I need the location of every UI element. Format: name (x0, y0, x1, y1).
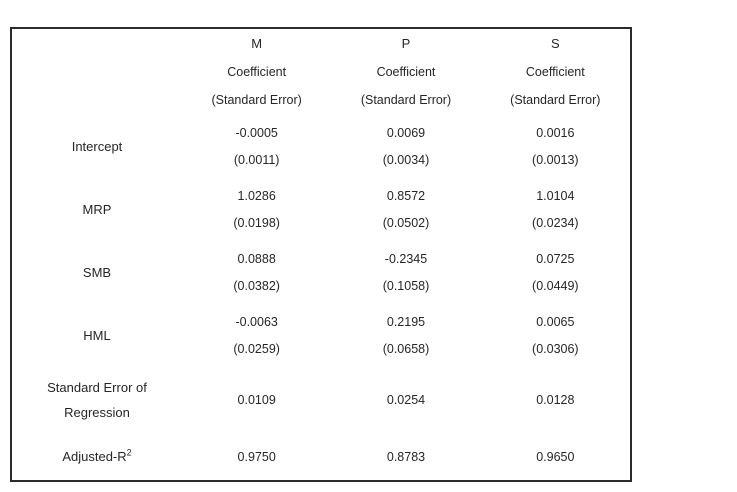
row-label-smb: SMB (82, 265, 112, 280)
standard-error-value: (0.0259) (233, 341, 280, 356)
table-row-mrp: MRP 1.0286 (0.0198) 0.8572 (0.0502) 1.01… (12, 178, 630, 241)
cell-intercept-m: -0.0005 (0.0011) (182, 115, 331, 178)
coefficient-value: 0.0016 (536, 125, 575, 140)
coefficient-value: 0.8572 (386, 188, 426, 203)
column-subtitle-coefficient: Coefficient (525, 65, 585, 79)
standard-error-value: (0.0306) (532, 341, 579, 356)
table-row-hml: HML -0.0063 (0.0259) 0.2195 (0.0658) 0.0… (12, 304, 630, 367)
coefficient-value: 0.0888 (237, 251, 276, 266)
cell-adjr2-p: 0.8783 (331, 433, 480, 480)
standard-error-value: (0.0658) (382, 341, 430, 356)
cell-mrp-m: 1.0286 (0.0198) (182, 178, 331, 241)
cell-ser-p: 0.0254 (331, 367, 480, 433)
summary-value: 0.9650 (536, 449, 575, 464)
row-label-hml: HML (83, 328, 111, 343)
row-label-text: Standard Error of Regression (47, 380, 147, 420)
cell-smb-m: 0.0888 (0.0382) (182, 241, 331, 304)
coefficient-value: 0.0069 (386, 125, 426, 140)
cell-ser-s: 0.0128 (481, 367, 630, 433)
cell-hml-p: 0.2195 (0.0658) (331, 304, 480, 367)
coefficient-value: 0.2195 (386, 314, 426, 329)
table-row-intercept: Intercept -0.0005 (0.0011) 0.0069 (0.003… (12, 115, 630, 178)
adjusted-r-label-superscript: 2 (126, 447, 132, 458)
column-header-p: P Coefficient (Standard Error) (331, 29, 480, 115)
standard-error-value: (0.1058) (382, 278, 430, 293)
standard-error-value: (0.0013) (532, 152, 579, 167)
standard-error-value: (0.0449) (532, 278, 579, 293)
coefficient-value: 0.0725 (536, 251, 575, 266)
cell-mrp-p: 0.8572 (0.0502) (331, 178, 480, 241)
cell-intercept-s: 0.0016 (0.0013) (481, 115, 630, 178)
cell-mrp-s: 1.0104 (0.0234) (481, 178, 630, 241)
column-subtitle-standard-error: (Standard Error) (510, 93, 601, 107)
standard-error-value: (0.0382) (233, 278, 280, 293)
coefficient-value: -0.0005 (235, 125, 278, 140)
standard-error-value: (0.0502) (382, 215, 430, 230)
row-label-intercept: Intercept (71, 139, 123, 154)
summary-value: 0.0109 (237, 393, 276, 407)
cell-smb-p: -0.2345 (0.1058) (331, 241, 480, 304)
cell-smb-s: 0.0725 (0.0449) (481, 241, 630, 304)
cell-adjr2-s: 0.9650 (481, 433, 630, 480)
coefficient-value: 1.0286 (237, 188, 276, 203)
column-subtitle-standard-error: (Standard Error) (360, 93, 452, 107)
standard-error-value: (0.0234) (532, 215, 579, 230)
table-row-adjusted-r2: Adjusted-R2 0.9750 0.8783 0.9650 (12, 433, 630, 480)
cell-hml-s: 0.0065 (0.0306) (481, 304, 630, 367)
row-label-text: Adjusted-R2 (62, 447, 132, 464)
standard-error-value: (0.0198) (233, 215, 280, 230)
coefficient-value: -0.0063 (235, 314, 278, 329)
table-row-standard-error-of-regression: Standard Error of Regression 0.0109 0.02… (12, 367, 630, 433)
summary-value: 0.9750 (237, 449, 276, 464)
summary-value: 0.0128 (536, 393, 575, 407)
coefficient-value: 0.0065 (536, 314, 575, 329)
standard-error-value: (0.0011) (233, 152, 280, 167)
column-group-label: S (550, 36, 560, 51)
cell-ser-m: 0.0109 (182, 367, 331, 433)
standard-error-value: (0.0034) (382, 152, 430, 167)
column-subtitle-coefficient: Coefficient (376, 65, 436, 79)
column-group-label: P (401, 36, 411, 51)
column-group-label: M (251, 36, 263, 51)
cell-hml-m: -0.0063 (0.0259) (182, 304, 331, 367)
cell-adjr2-m: 0.9750 (182, 433, 331, 480)
column-header-m: M Coefficient (Standard Error) (182, 29, 331, 115)
cell-intercept-p: 0.0069 (0.0034) (331, 115, 480, 178)
row-label-standard-error-of-regression: Standard Error of Regression (12, 367, 182, 433)
row-label-mrp: MRP (82, 202, 112, 217)
coefficient-value: 1.0104 (536, 188, 575, 203)
column-subtitle-coefficient: Coefficient (227, 65, 287, 79)
adjusted-r-label-base: Adjusted-R (62, 449, 127, 464)
row-label-adjusted-r2: Adjusted-R2 (12, 433, 182, 480)
regression-results-table: M Coefficient (Standard Error) P Coeffic… (10, 27, 632, 482)
summary-value: 0.0254 (386, 393, 426, 407)
summary-value: 0.8783 (386, 449, 426, 464)
table-row-smb: SMB 0.0888 (0.0382) -0.2345 (0.1058) 0.0… (12, 241, 630, 304)
header-empty-cell (12, 29, 182, 115)
column-subtitle-standard-error: (Standard Error) (211, 93, 302, 107)
column-header-s: S Coefficient (Standard Error) (481, 29, 630, 115)
coefficient-value: -0.2345 (384, 251, 428, 266)
table-header-row: M Coefficient (Standard Error) P Coeffic… (12, 29, 630, 115)
